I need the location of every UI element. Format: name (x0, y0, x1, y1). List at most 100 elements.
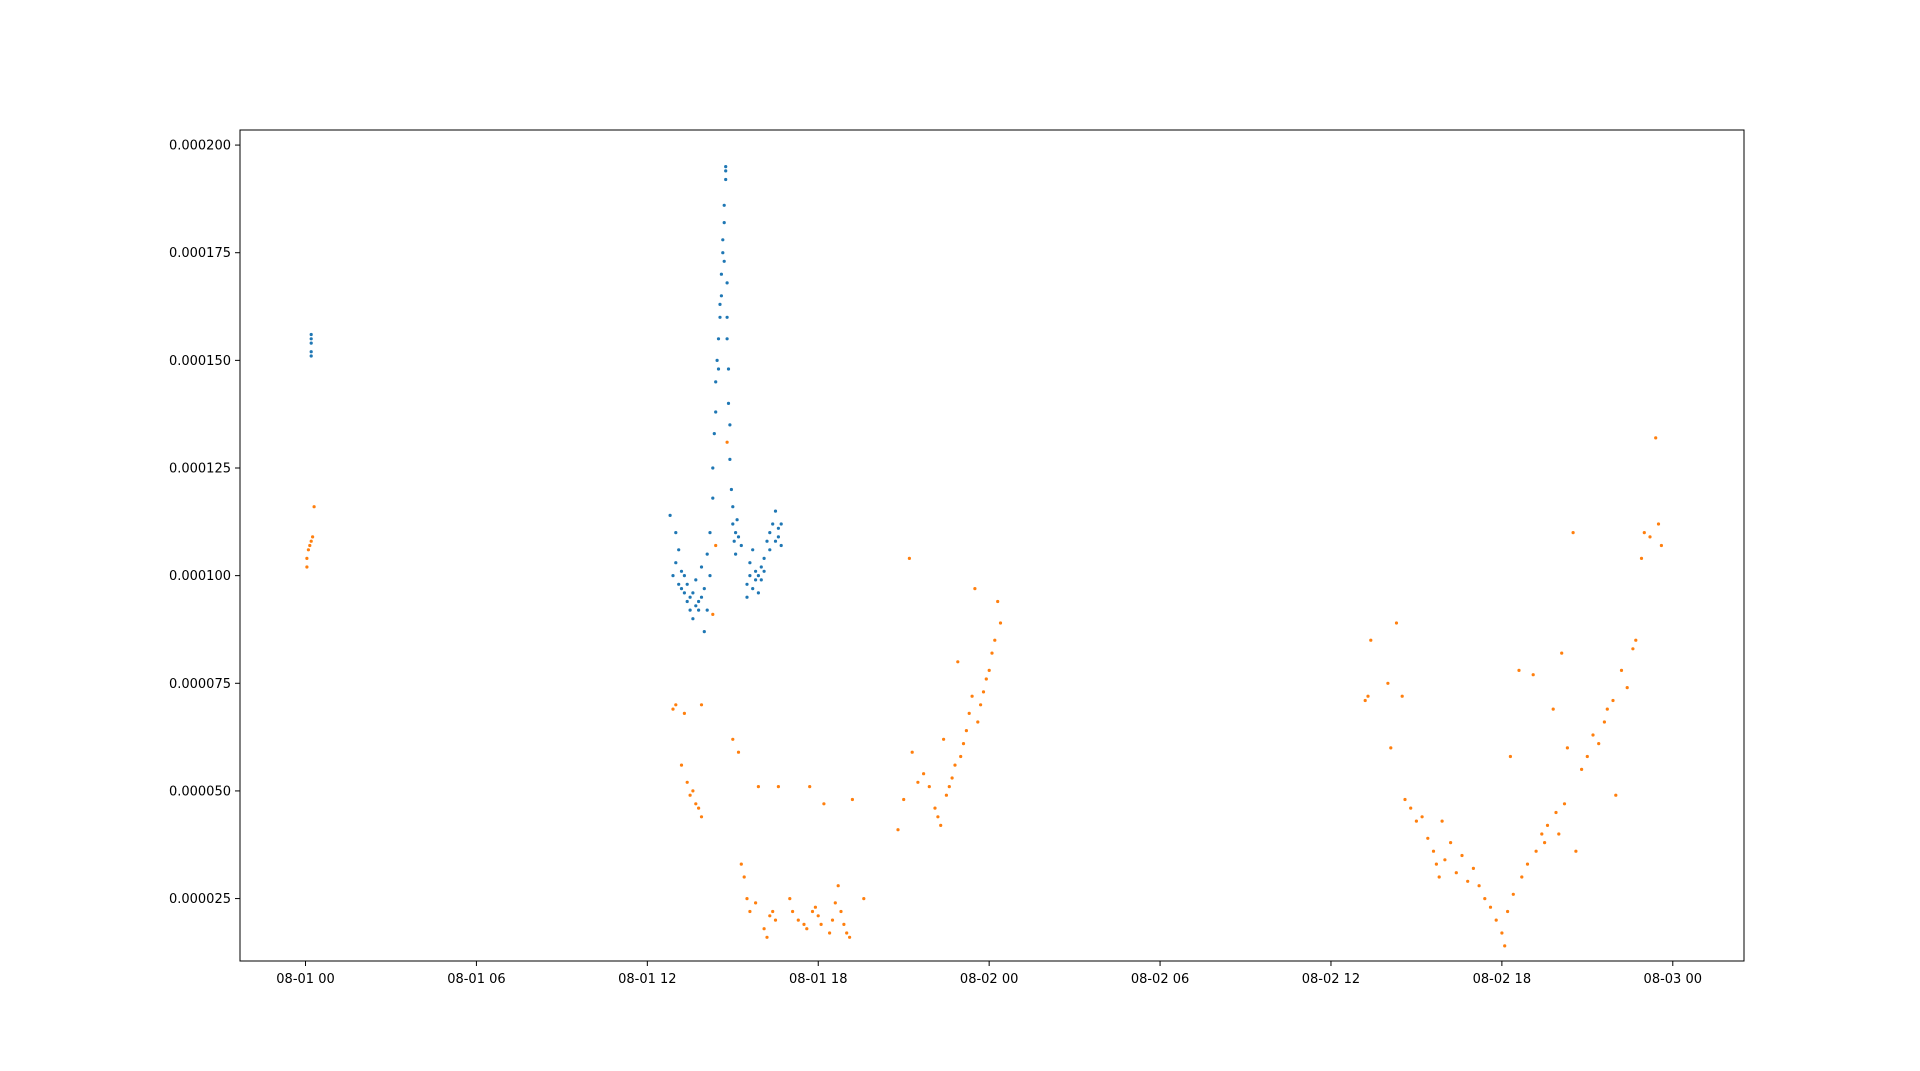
data-point (719, 272, 724, 276)
data-point (1443, 858, 1447, 862)
data-point (309, 341, 313, 345)
data-point (731, 505, 735, 509)
data-point (748, 909, 752, 914)
data-point (788, 897, 792, 901)
data-point (842, 922, 846, 927)
data-point (1648, 535, 1652, 539)
data-point (705, 608, 709, 612)
data-point (715, 358, 719, 362)
data-point (862, 897, 866, 901)
y-tick-label: 0.000200 (169, 139, 231, 154)
data-point (718, 315, 722, 319)
data-point (956, 660, 960, 664)
data-point (1403, 797, 1407, 802)
data-point (933, 806, 937, 810)
data-point (736, 750, 741, 754)
data-point (1471, 866, 1475, 871)
data-point (736, 535, 741, 539)
plot-area-frame (239, 129, 1745, 962)
data-point (1434, 862, 1438, 866)
data-point (953, 763, 957, 767)
data-point (694, 578, 698, 582)
data-point (721, 251, 725, 255)
data-point (724, 165, 728, 169)
data-point (1560, 651, 1564, 655)
data-point (779, 522, 783, 526)
data-point (959, 754, 963, 759)
data-point (1454, 871, 1458, 875)
data-point (745, 595, 749, 599)
data-point (762, 927, 766, 931)
data-point (1520, 875, 1524, 879)
data-point (1511, 892, 1515, 896)
data-point (726, 401, 731, 405)
data-point (756, 785, 761, 789)
data-point (1597, 742, 1601, 746)
x-tick-label: 08-02 18 (1473, 972, 1531, 987)
data-point (732, 539, 736, 543)
data-point (309, 350, 313, 354)
data-point (685, 780, 689, 784)
data-point (970, 694, 974, 698)
x-tick-label: 08-03 00 (1644, 972, 1702, 987)
data-point (691, 591, 695, 595)
data-point (762, 569, 766, 573)
data-point (724, 169, 728, 173)
data-point (682, 711, 687, 716)
data-point (745, 897, 749, 901)
data-point (305, 565, 309, 569)
data-point (705, 552, 709, 556)
data-point (947, 785, 951, 789)
data-point (1400, 694, 1404, 698)
data-point (719, 294, 724, 298)
data-point (961, 742, 966, 746)
y-axis: 0.000025 0.000050 0.000075 0.000100 0.000125… (169, 139, 240, 907)
data-point (833, 901, 837, 905)
x-tick-label: 08-02 06 (1131, 972, 1189, 987)
data-point (711, 612, 715, 617)
data-point (688, 608, 692, 612)
data-point (1394, 621, 1399, 625)
data-point (305, 556, 309, 561)
data-point (1488, 905, 1493, 909)
data-point (1625, 686, 1629, 690)
data-point (967, 711, 971, 716)
data-point (768, 914, 772, 918)
data-point (309, 354, 313, 358)
data-point (1431, 849, 1436, 853)
data-point (1557, 832, 1561, 836)
data-point (697, 806, 701, 810)
data-point (1369, 638, 1373, 642)
data-point (907, 556, 912, 561)
data-point (735, 518, 739, 522)
data-point (1659, 543, 1663, 548)
data-point (896, 828, 900, 832)
data-point (714, 543, 718, 548)
y-tick-label: 0.000100 (169, 569, 231, 584)
data-point (739, 862, 743, 866)
data-point (1389, 746, 1393, 750)
data-point (691, 789, 695, 793)
data-point (771, 909, 775, 914)
data-point (822, 802, 826, 806)
data-point (728, 457, 732, 461)
data-point (998, 621, 1003, 625)
data-point (1591, 733, 1595, 737)
data-point (722, 259, 726, 263)
data-point (756, 591, 761, 595)
data-point (996, 599, 1000, 604)
data-point (1654, 436, 1658, 440)
data-point (990, 651, 994, 655)
data-point (745, 582, 749, 586)
x-axis: 08-01 00 08-01 06 08-01 12 08-01 18 08-02 00… (276, 961, 1702, 987)
data-point (910, 750, 914, 754)
y-tick-label: 0.000025 (169, 892, 231, 907)
data-point (776, 535, 781, 539)
data-point (805, 927, 809, 931)
data-point (306, 548, 310, 552)
data-point (1503, 944, 1507, 948)
data-point (1571, 531, 1575, 535)
data-point (1517, 668, 1521, 673)
data-point (702, 587, 706, 591)
